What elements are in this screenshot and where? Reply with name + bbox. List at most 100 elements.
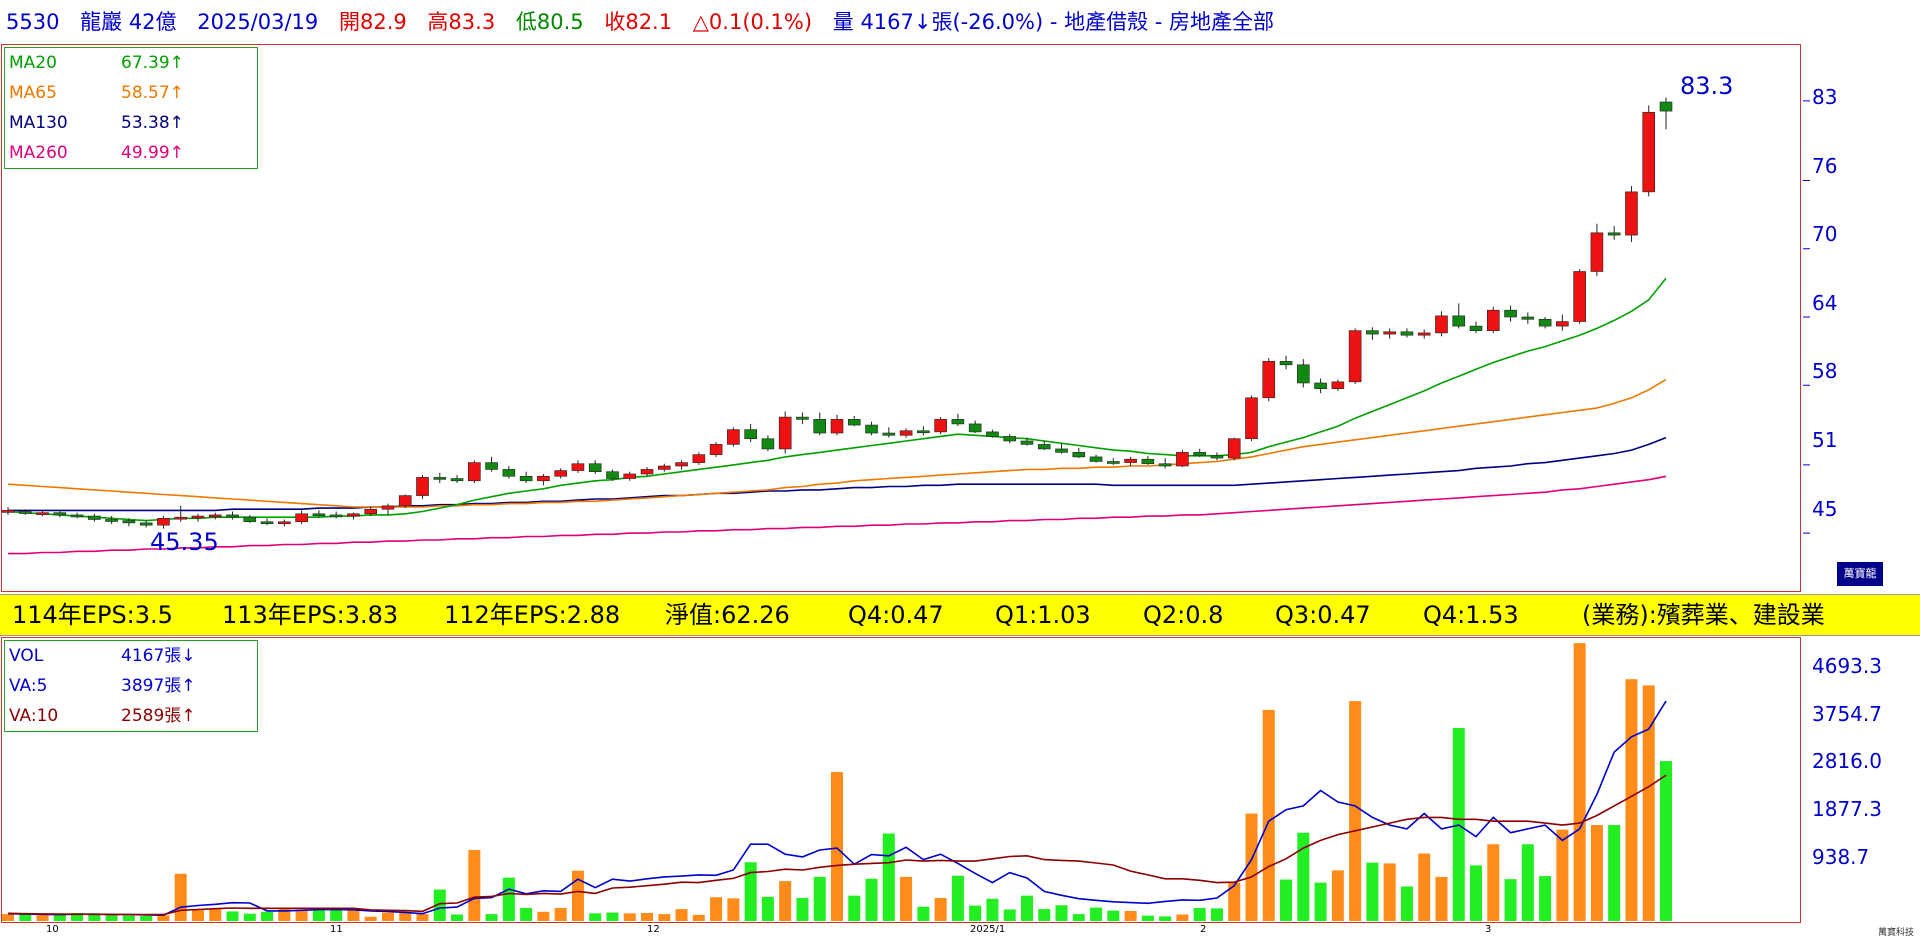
candle-body — [1435, 315, 1448, 334]
candle-body — [18, 511, 32, 514]
candle-body — [226, 514, 239, 518]
candle-body — [1504, 309, 1517, 318]
volume-bar — [986, 898, 999, 921]
candle-body — [1158, 463, 1172, 467]
volume-bar — [157, 915, 170, 921]
price-tick: 58 — [1812, 359, 1838, 383]
volume-bar — [1556, 829, 1569, 921]
candle-body — [951, 419, 965, 425]
volume-bar — [209, 908, 222, 921]
month-label: 10 — [46, 924, 59, 935]
candle-body — [1107, 461, 1120, 464]
price-tick: 51 — [1812, 428, 1838, 452]
volume-bar — [1210, 908, 1223, 921]
candle-body — [1331, 381, 1345, 389]
candle-body — [364, 508, 377, 515]
month-label: 12 — [647, 924, 660, 935]
price-tick: 83 — [1812, 85, 1838, 109]
stock-code: 5530 — [6, 10, 60, 34]
candle-body — [139, 522, 153, 526]
volume-bar — [1331, 870, 1344, 921]
candle-body — [260, 521, 274, 525]
candle-body — [986, 431, 999, 437]
volume-bar — [796, 897, 809, 921]
volume-info: 量 4167↓張(-26.0%) - 地產借殼 - 房地產全部 — [832, 10, 1275, 34]
volume-bar — [900, 876, 913, 921]
candle-body — [1486, 309, 1500, 331]
candle-body — [588, 463, 602, 472]
candle-body — [347, 513, 360, 517]
volume-bar — [744, 862, 757, 921]
volume-bar — [174, 873, 187, 921]
volume-bar — [468, 850, 481, 921]
candle-body — [537, 475, 550, 482]
volume-bar — [485, 914, 498, 921]
volume-bar — [1349, 701, 1362, 921]
candle-body — [1538, 318, 1552, 327]
candle-body — [1556, 321, 1569, 327]
volume-chart-panel[interactable] — [1, 637, 1801, 923]
candle-body — [692, 454, 706, 463]
price-change: △0.1(0.1%) — [692, 10, 813, 34]
volume-bar — [1642, 685, 1655, 921]
volume-bar — [1228, 882, 1241, 921]
volume-bar — [865, 878, 878, 921]
volume-bar — [969, 905, 982, 921]
volume-bar — [831, 772, 843, 921]
high-price: 高83.3 — [427, 10, 496, 34]
volume-bar — [451, 914, 464, 921]
candle-body — [208, 514, 222, 518]
volume-bar — [537, 911, 550, 921]
volume-bar — [381, 912, 394, 921]
volume-bar — [917, 906, 930, 921]
legend-va5: VA:5 3897張↑ — [9, 676, 196, 696]
volume-bar — [347, 910, 360, 921]
candle-body — [1348, 330, 1362, 383]
legend-ma65: MA65 58.57↑ — [9, 83, 184, 103]
legend-ma20: MA20 67.39↑ — [9, 53, 184, 73]
volume-bar — [675, 909, 688, 921]
volume-tick: 2816.0 — [1812, 749, 1882, 773]
candle-body — [796, 416, 809, 420]
legend-va10: VA:10 2589張↑ — [9, 706, 196, 726]
volume-bar — [571, 870, 584, 921]
volume-bar — [1366, 862, 1379, 921]
volume-bar — [330, 909, 343, 921]
volume-bar — [710, 897, 723, 921]
volume-bar — [1072, 914, 1085, 921]
volume-bar — [1314, 882, 1327, 921]
candle-body — [1590, 232, 1604, 272]
low-price: 低80.5 — [515, 10, 584, 34]
volume-bar — [416, 914, 429, 921]
candle-body — [1625, 191, 1638, 236]
volume-bar — [88, 914, 101, 921]
volume-bar — [1003, 909, 1016, 921]
candle-body — [917, 430, 930, 434]
candle-body — [1176, 452, 1189, 467]
volume-bar — [433, 889, 446, 921]
brand-badge[interactable]: 萬寶龍 — [1837, 562, 1883, 586]
candle-body — [157, 518, 170, 526]
volume-bar — [554, 907, 567, 921]
stock-header: 5530 龍巖 42億 2025/03/19 開82.9 高83.3 低80.5… — [0, 0, 1920, 44]
candle-body — [1521, 316, 1535, 320]
candle-body — [709, 444, 723, 455]
eps-info-bar: 114年EPS:3.5 113年EPS:3.83 112年EPS:2.88 淨值… — [0, 594, 1920, 636]
ma65-line — [7, 378, 1667, 508]
candle-body — [1573, 271, 1586, 322]
candle-body — [1607, 232, 1621, 236]
open-price: 開82.9 — [338, 10, 407, 34]
candle-body — [554, 470, 567, 477]
candle-body — [1227, 438, 1241, 459]
candle-body — [882, 432, 896, 436]
volume-bar — [278, 908, 291, 921]
volume-bar — [623, 913, 636, 921]
month-label: 2 — [1200, 924, 1207, 935]
price-chart-panel[interactable] — [1, 44, 1801, 592]
candle-body — [1314, 382, 1327, 389]
volume-bar — [36, 915, 49, 921]
candle-body — [1452, 315, 1466, 327]
candle-body — [278, 521, 291, 525]
volume-bar — [1262, 709, 1275, 921]
price-tick: 70 — [1812, 222, 1838, 246]
